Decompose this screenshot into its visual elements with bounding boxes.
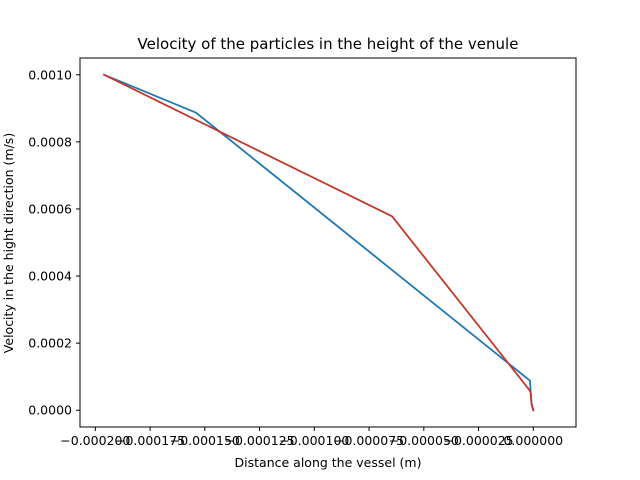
x-tick-label: −0.000100 [279,433,349,448]
y-axis-label: Velocity in the hight direction (m/s) [1,133,16,353]
x-axis-ticks: −0.000200−0.000175−0.000150−0.000125−0.0… [60,427,563,448]
series-layer [102,73,535,412]
x-tick-label: −0.000125 [225,433,295,448]
y-tick-label: 0.0008 [28,134,72,149]
y-axis-ticks: 0.0000 0.0002 0.0004 0.0006 0.0008 0.0010 [28,67,80,418]
y-tick-label: 0.0002 [28,336,72,351]
series-line-2 [102,73,535,412]
x-tick-label: −0.000075 [334,433,404,448]
x-tick-label: −0.000025 [443,433,513,448]
x-axis-label: Distance along the vessel (m) [235,455,422,470]
chart-title: Velocity of the particles in the height … [138,35,519,53]
plot-area-frame [79,57,577,428]
x-tick-label: −0.000150 [170,433,240,448]
y-tick-label: 0.0000 [28,403,72,418]
x-tick-label: 0.000000 [503,433,563,448]
x-tick-label: −0.000200 [60,433,130,448]
x-tick-label: −0.000050 [389,433,459,448]
y-tick-label: 0.0006 [28,201,72,216]
y-tick-label: 0.0010 [28,67,72,82]
x-tick-label: −0.000175 [115,433,185,448]
y-tick-label: 0.0004 [28,269,72,284]
